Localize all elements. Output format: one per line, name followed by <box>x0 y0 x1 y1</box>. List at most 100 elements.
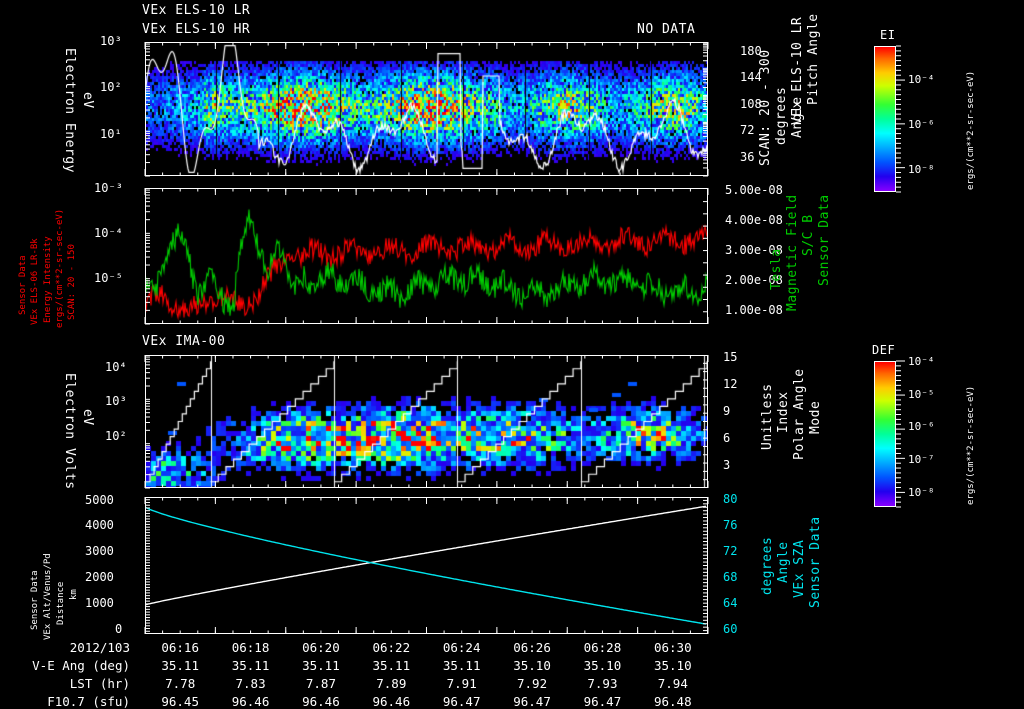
panel4-ytick-0: 5000 <box>85 493 114 507</box>
panel2-right-label-0: Sensor Data <box>817 194 832 286</box>
panel1-right-label-4: SCAN: 20 - 300 <box>758 49 773 166</box>
panel3-colorbar <box>874 361 896 507</box>
panel4-rtick-4: 64 <box>723 596 738 610</box>
panel1-cb-units: ergs/(cm**2-sr-sec-eV) <box>966 70 976 190</box>
table-cell-1-7: 35.10 <box>653 658 692 673</box>
table-cell-0-2: 06:20 <box>302 640 340 655</box>
panel3-plot-area <box>145 355 708 488</box>
table-cell-2-3: 7.89 <box>376 676 407 691</box>
panel1-colorbar-label: EI <box>880 28 896 42</box>
table-cell-0-1: 06:18 <box>231 640 270 655</box>
panel3-cb-units: ergs/(cm**2-sr-sec-eV) <box>966 385 976 505</box>
panel4-rtick-5: 60 <box>723 622 738 636</box>
panel1-cb-tick-1: 10⁻⁶ <box>908 118 935 131</box>
panel2-left-label-3: ergs/(cm**2-sr-sec-eV) <box>55 208 65 328</box>
panel4-ytick-2: 3000 <box>85 544 114 558</box>
table-cell-2-2: 7.87 <box>305 676 336 691</box>
table-row-label-2: LST (hr) <box>69 676 130 691</box>
panel3-right-label-3: Unitless <box>760 383 775 450</box>
panel4-right-label-0: Sensor Data <box>808 516 823 608</box>
panel1-right-label-3: degrees <box>774 86 789 145</box>
panel1-ytick-0: 10³ <box>100 34 122 48</box>
panel1-rtick-4: 36 <box>740 150 755 164</box>
panel3-rtick-3: 6 <box>723 431 731 445</box>
table-cell-3-2: 96.46 <box>302 694 340 709</box>
panel1-cb-tick-2: 10⁻⁸ <box>908 163 935 176</box>
panel3-colorbar-label: DEF <box>872 343 896 357</box>
panel2-left-label-4: SCAN: 20 - 150 <box>67 244 77 320</box>
panel1-rtick-1: 144 <box>740 70 762 84</box>
panel2-left-label-0: Sensor Data <box>18 255 28 315</box>
panel3-cb-tick-2: 10⁻⁶ <box>908 420 935 433</box>
table-cell-3-0: 96.45 <box>161 694 199 709</box>
table-cell-2-0: 7.78 <box>165 676 196 691</box>
panel4-rtick-3: 68 <box>723 570 738 584</box>
panel4-right-label-1: VEx SZA <box>792 539 807 598</box>
panel3-ytick-2: 10² <box>105 429 127 443</box>
table-cell-0-0: 06:16 <box>161 640 199 655</box>
panel2-rtick-0: 5.00e-08 <box>725 183 783 197</box>
panel3-cb-tick-0: 10⁻⁴ <box>908 355 935 368</box>
panel3-rtick-4: 3 <box>723 458 731 472</box>
panel1-rtick-2: 108 <box>740 97 762 111</box>
table-cell-3-4: 96.47 <box>442 694 481 709</box>
panel3-rtick-1: 12 <box>723 377 738 391</box>
panel1-colorbar <box>874 46 896 192</box>
panel4-rtick-0: 80 <box>723 492 738 506</box>
panel1-ytick-2: 10¹ <box>100 127 122 141</box>
panel4-ytick-3: 2000 <box>85 570 114 584</box>
table-cell-0-3: 06:22 <box>372 640 411 655</box>
panel2-ytick-2: 10⁻⁵ <box>94 271 123 285</box>
panel3-ytick-1: 10³ <box>105 394 127 408</box>
table-cell-2-1: 7.83 <box>235 676 266 691</box>
panel2-rtick-3: 2.00e-08 <box>725 273 783 287</box>
table-cell-2-7: 7.94 <box>657 676 688 691</box>
panel2-right-label-2: Magnetic Field <box>785 194 800 311</box>
panel1-plot-area <box>145 42 708 176</box>
panel3-title: VEx IMA-00 <box>142 334 226 349</box>
panel3-rtick-0: 15 <box>723 350 738 364</box>
panel4-ytick-5: 0 <box>115 622 123 636</box>
table-cell-3-7: 96.48 <box>653 694 692 709</box>
panel3-ytick-0: 10⁴ <box>105 360 127 374</box>
panel4-rtick-1: 76 <box>723 518 738 532</box>
panel3-ylabel: Electron Volts <box>62 373 77 490</box>
panel2-right-label-1: S/C B <box>801 214 816 256</box>
table-cell-0-7: 06:30 <box>653 640 692 655</box>
table-cell-3-1: 96.46 <box>231 694 270 709</box>
panel4-right-label-2: Angle <box>776 541 791 583</box>
panel2-left-label-2: Energy Intensity <box>43 236 53 323</box>
panel1-rtick-3: 72 <box>740 123 755 137</box>
panel1-yunits: eV <box>80 92 95 109</box>
panel2-ytick-0: 10⁻³ <box>94 181 123 195</box>
panel1-rtick-0: 180 <box>740 44 762 58</box>
panel4-ytick-1: 4000 <box>85 518 114 532</box>
table-cell-1-6: 35.10 <box>583 658 622 673</box>
panel1-right-label-0: Pitch Angle <box>806 13 821 105</box>
table-cell-1-5: 35.10 <box>513 658 551 673</box>
table-cell-2-6: 7.93 <box>587 676 618 691</box>
panel1-ylabel: Electron Energy <box>62 48 77 173</box>
bottom-parameter-table: 2012/103 V-E Ang (deg) LST (hr) F10.7 (sfu)… <box>0 640 1024 709</box>
table-cell-1-4: 35.11 <box>442 658 481 673</box>
panel2-right-label-3: Tesla <box>769 248 784 290</box>
panel2-plot-area <box>145 188 708 324</box>
panel2-rtick-1: 4.00e-08 <box>725 213 783 227</box>
panel2-rtick-4: 1.00e-08 <box>725 303 783 317</box>
table-row-label-0: 2012/103 <box>69 640 130 655</box>
panel1-right-label-2: Angle <box>790 96 805 138</box>
panel4-left-label-2: Distance <box>56 581 66 625</box>
panel3-yunits: eV <box>80 409 95 426</box>
panel2-rtick-2: 3.00e-08 <box>725 243 783 257</box>
panel1-cb-tick-0: 10⁻⁴ <box>908 73 935 86</box>
table-row-label-3: F10.7 (sfu) <box>47 694 130 709</box>
panel4-ytick-4: 1000 <box>85 596 114 610</box>
panel2-left-label-1: VEx ELS-06 LR-Bk <box>30 238 40 325</box>
panel1-title-hr: VEx ELS-10 HR <box>142 22 251 37</box>
panel1-no-data-label: NO DATA <box>637 22 696 37</box>
panel3-right-label-0: Mode <box>808 400 823 434</box>
panel3-cb-tick-3: 10⁻⁷ <box>908 453 935 466</box>
table-cell-3-3: 96.46 <box>372 694 411 709</box>
panel4-left-label-1: VEx Alt/Venus/Pd <box>43 553 53 640</box>
table-row-label-1: V-E Ang (deg) <box>32 658 130 673</box>
